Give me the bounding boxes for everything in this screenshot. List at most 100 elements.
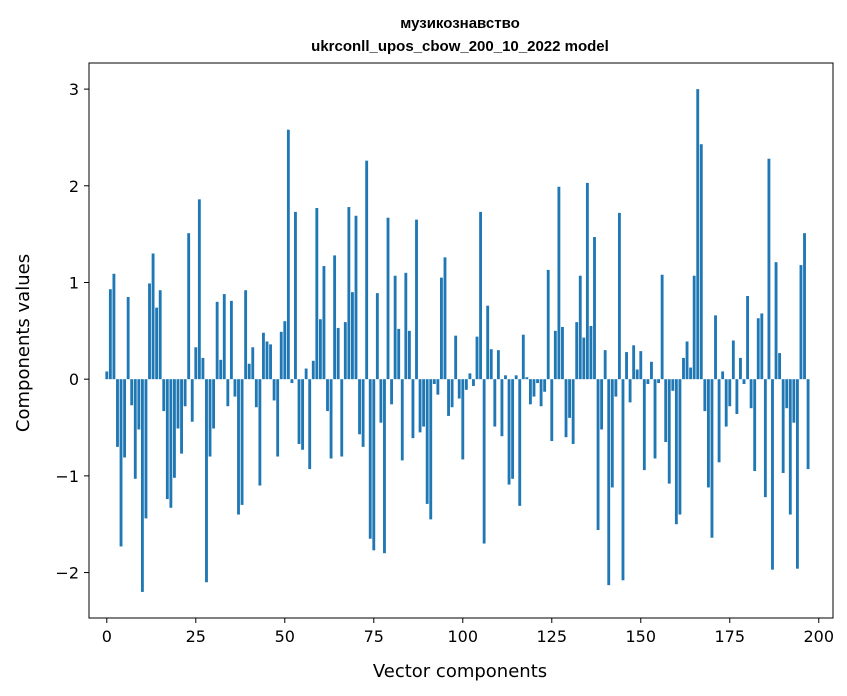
bar [183,379,187,407]
bar [653,379,657,459]
bar [336,327,340,380]
bar [717,379,721,463]
bar [233,379,237,397]
bar [464,379,468,390]
bar [739,357,742,380]
bar [650,361,653,380]
bar [486,305,490,380]
bar [354,215,358,380]
y-tick-label: 3 [69,80,79,99]
bar [689,367,693,380]
bar [144,379,148,519]
x-tick-label: 50 [275,627,295,646]
bar [706,379,710,488]
bar [272,379,276,401]
bar [479,211,483,380]
x-tick-label: 125 [537,627,568,646]
bar [197,199,201,380]
bar [265,341,269,380]
bar [710,379,714,538]
bar [518,379,522,506]
y-tick-label: 0 [69,370,79,389]
bar [279,331,283,380]
bar [247,363,251,380]
bar [123,379,127,458]
bar [361,379,365,447]
bar [771,379,774,570]
x-axis-ticks: 0 25 50 75 100 125 150 175 200 [102,618,834,646]
bar [379,379,383,423]
bar [646,379,650,385]
bar [731,340,735,380]
bar [422,379,426,427]
x-tick-label: 200 [803,627,834,646]
bar [244,290,248,380]
bar [318,319,322,380]
y-axis-label: Components values [13,254,34,432]
y-tick-label: −2 [55,564,79,583]
bar [390,379,394,405]
bar [365,160,369,380]
bar [130,379,134,406]
bar [635,369,639,380]
bar [532,379,536,397]
bar [735,379,739,414]
bar [351,292,354,380]
bar [536,379,539,384]
bar [721,371,725,380]
bar [190,379,194,422]
bar [372,379,376,551]
bar [696,89,700,380]
bar [454,335,458,380]
bar [119,379,123,547]
bar [610,379,614,488]
bar [500,379,504,437]
bar [105,371,109,380]
bar [781,379,785,473]
bar [187,233,191,380]
bar [785,379,789,409]
bar [571,379,575,444]
bar [600,379,604,430]
bar [194,347,198,380]
x-tick-label: 75 [364,627,384,646]
bar [692,275,696,380]
bar [792,379,796,423]
bar [222,294,226,380]
bar [475,336,479,380]
bar [443,257,447,380]
bar [753,379,757,472]
bar [173,379,176,478]
bar [521,334,525,380]
bar [315,208,319,380]
bar [699,144,703,380]
bar [795,379,799,569]
bar [447,379,450,416]
bar [632,345,636,380]
bar [493,379,497,427]
bar [418,379,422,433]
bar [507,379,511,485]
bar [788,379,792,515]
bar [383,379,386,554]
bar [429,379,433,520]
bar [251,347,255,380]
bar [528,379,532,405]
bar [290,379,294,384]
bar [756,318,760,380]
bar [140,379,144,592]
bar [539,379,543,407]
bar [749,379,753,409]
bar [625,352,628,380]
y-axis-ticks: −2 −1 0 1 2 3 [55,80,89,583]
bar [205,379,208,583]
bar [603,350,607,380]
y-tick-label: −1 [55,467,79,486]
bar [593,237,596,380]
bar [575,322,579,380]
bar [436,379,440,395]
bar [148,283,151,380]
bar [116,379,119,447]
bar [155,307,159,380]
